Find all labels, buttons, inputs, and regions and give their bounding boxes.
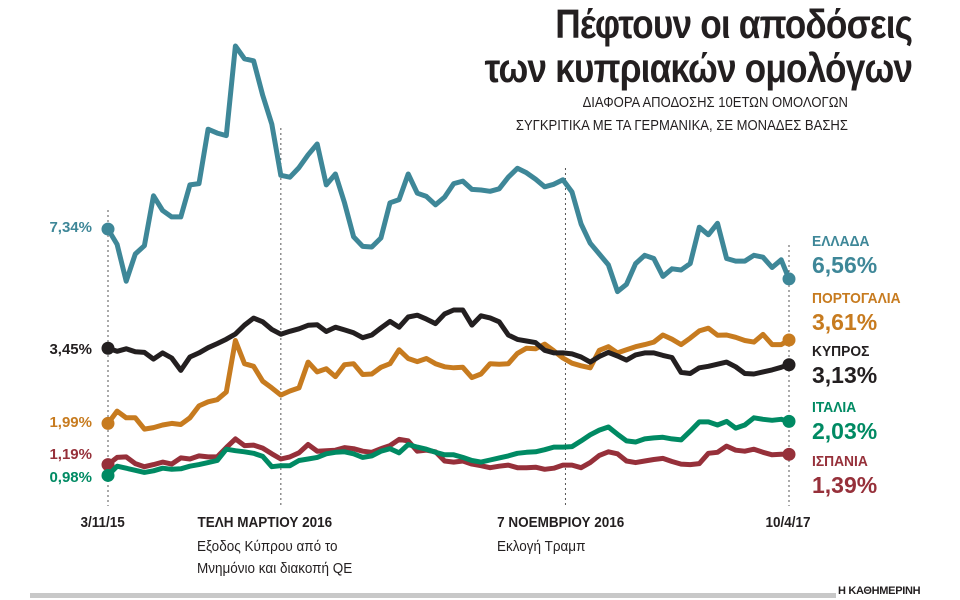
series-line-ΕΛΛΑΔΑ [105, 43, 792, 295]
chart-title: Πέφτουν οι αποδόσεις των κυπριακών ομολό… [484, 2, 912, 90]
annotation-cyprus-exit: Εξοδος Κύπρου από το Μνημόνιο και διακοπ… [197, 536, 352, 580]
x-tick-label-march-2016: ΤΕΛΗ ΜΑΡΤΙΟΥ 2016 [197, 514, 333, 531]
end-point-ΚΥΠΡΟΣ [782, 358, 796, 372]
subtitle-line-2: ΣΥΓΚΡΙΤΙΚΑ ΜΕ ΤΑ ΓΕΡΜΑΝΙΚΑ, ΣΕ ΜΟΝΑΔΕΣ Β… [515, 118, 848, 134]
annotation-line-1: Εκλογή Τραμπ [497, 538, 586, 555]
legend-name-portugal: ΠΟΡΤΟΓΑΛΙΑ [812, 290, 901, 307]
start-point-ΙΤΑΛΙΑ [101, 468, 115, 482]
footer-bar [30, 593, 836, 598]
start-label-greece: 7,34% [49, 219, 92, 236]
start-label-portugal: 1,99% [49, 414, 92, 431]
end-point-ΕΛΛΑΔΑ [782, 272, 796, 286]
annotation-line-1: Εξοδος Κύπρου από το [197, 538, 338, 555]
start-point-ΕΛΛΑΔΑ [101, 222, 115, 236]
series-line-ΠΟΡΤΟΓΑΛΙΑ [105, 325, 792, 432]
end-point-ΙΤΑΛΙΑ [782, 414, 796, 428]
chart-subtitle: ΔΙΑΦΟΡΑ ΑΠΟΔΟΣΗΣ 10ΕΤΩΝ ΟΜΟΛΟΓΩΝ ΣΥΓΚΡΙΤ… [516, 92, 848, 138]
start-point-ΚΥΠΡΟΣ [101, 341, 115, 355]
end-value-portugal: 3,61% [812, 309, 878, 335]
end-value-cyprus: 3,13% [812, 362, 878, 388]
x-tick-label-november-2016: 7 ΝΟΕΜΒΡΙΟΥ 2016 [497, 514, 625, 531]
start-point-ΙΣΠΑΝΙΑ [101, 458, 115, 472]
end-value-greece: 6,56% [812, 252, 878, 278]
series-line-ΙΤΑΛΙΑ [105, 415, 792, 478]
title-line-2: των κυπριακών ομολόγων [484, 45, 912, 91]
legend-name-italy: ΙΤΑΛΙΑ [812, 399, 857, 416]
annotation-line-2: Μνημόνιο και διακοπή QE [197, 560, 353, 577]
end-point-ΠΟΡΤΟΓΑΛΙΑ [782, 333, 796, 347]
legend-name-greece: ΕΛΛΑΔΑ [812, 233, 870, 250]
x-tick-label-end: 10/4/17 [765, 514, 811, 531]
legend-name-spain: ΙΣΠΑΝΙΑ [812, 453, 868, 470]
start-point-ΠΟΡΤΟΓΑΛΙΑ [101, 416, 115, 430]
start-label-cyprus: 3,45% [49, 341, 92, 358]
start-label-italy: 0,98% [49, 469, 92, 486]
legend-name-cyprus: ΚΥΠΡΟΣ [812, 343, 870, 360]
subtitle-line-1: ΔΙΑΦΟΡΑ ΑΠΟΔΟΣΗΣ 10ΕΤΩΝ ΟΜΟΛΟΓΩΝ [582, 95, 848, 111]
title-line-1: Πέφτουν οι αποδόσεις [555, 1, 913, 47]
end-value-spain: 1,39% [812, 472, 878, 498]
annotation-trump-election: Εκλογή Τραμπ [497, 536, 585, 558]
x-tick-label-start: 3/11/15 [80, 514, 125, 531]
series-line-ΚΥΠΡΟΣ [105, 307, 792, 377]
brand-logo: Η ΚΑΘΗΜΕΡΙΝΗ [838, 585, 921, 597]
end-value-italy: 2,03% [812, 418, 878, 444]
start-label-spain: 1,19% [49, 446, 92, 463]
end-point-ΙΣΠΑΝΙΑ [782, 447, 796, 461]
